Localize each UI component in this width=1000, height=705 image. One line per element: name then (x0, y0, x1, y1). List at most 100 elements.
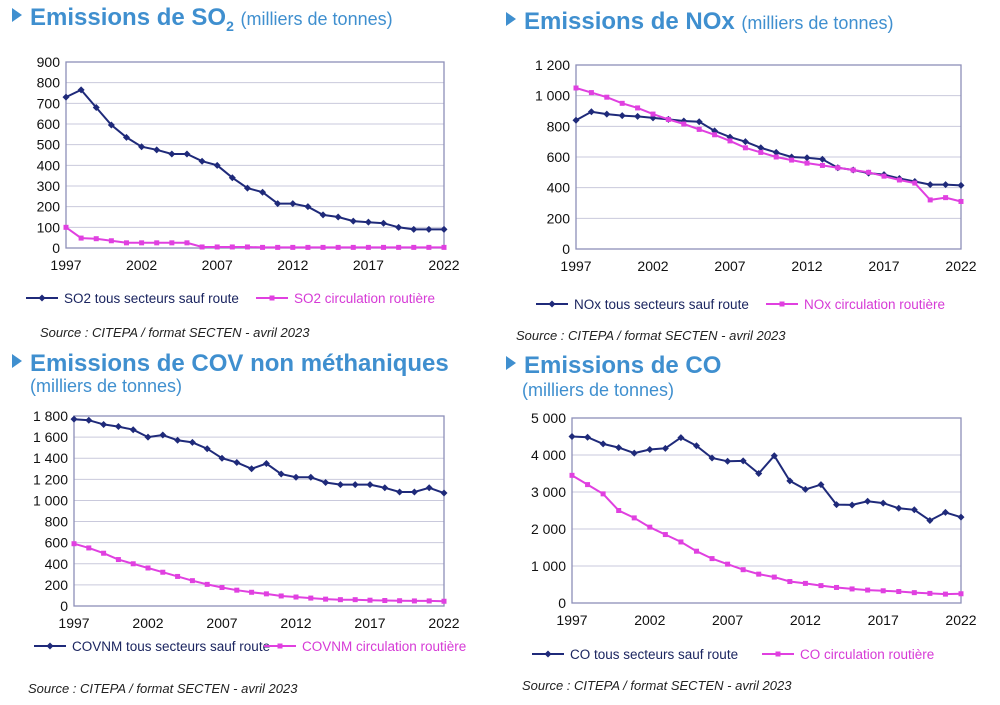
x-tick-label: 2017 (353, 257, 384, 273)
y-tick-label: 200 (37, 199, 61, 215)
source-note: Source : CITEPA / format SECTEN - avril … (516, 328, 786, 343)
data-point (647, 524, 653, 530)
data-point (396, 488, 404, 496)
data-point (440, 225, 448, 233)
data-point (440, 489, 448, 497)
data-point (289, 200, 297, 208)
data-point (818, 583, 824, 589)
y-tick-label: 0 (562, 241, 570, 257)
chart-so2: 0 100 200 300 400 500 600 700 800 900 1997 2002 2007… (26, 54, 460, 306)
x-tick-label: 1997 (556, 612, 587, 628)
data-point (153, 146, 161, 154)
data-point (599, 440, 607, 448)
data-point (63, 224, 69, 230)
data-point (587, 108, 595, 116)
y-tick-label: 400 (37, 157, 61, 173)
y-tick-label: 900 (37, 54, 61, 70)
data-point (364, 218, 372, 226)
legend-label: CO tous secteurs sauf route (570, 647, 738, 662)
data-point (758, 149, 764, 155)
data-point (334, 213, 342, 221)
x-tick-label: 2012 (790, 612, 821, 628)
x-tick-label: 2017 (868, 612, 899, 628)
data-point (600, 491, 606, 497)
x-tick-label: 2002 (634, 612, 665, 628)
data-point (108, 238, 114, 244)
data-point (380, 219, 388, 227)
data-point (101, 550, 107, 556)
data-point (615, 444, 623, 452)
y-tick-label: 600 (547, 149, 571, 165)
data-point (802, 580, 808, 586)
y-tick-label: 800 (45, 514, 69, 530)
panel-covnm: Emissions de COV non méthaniques (millie… (0, 350, 500, 705)
data-point (278, 593, 284, 599)
data-point (349, 217, 357, 225)
data-point (616, 508, 622, 513)
data-point (249, 589, 255, 595)
data-point (169, 240, 175, 246)
data-point (441, 598, 447, 604)
data-point (662, 532, 668, 538)
data-point (724, 457, 732, 465)
plot-frame (65, 61, 445, 249)
data-point (351, 481, 359, 489)
data-point (198, 157, 206, 165)
data-point (139, 240, 145, 246)
data-point (234, 587, 240, 593)
y-tick-label: 100 (37, 219, 61, 235)
data-point (833, 501, 841, 509)
data-point (881, 173, 887, 179)
series-line (571, 474, 962, 596)
legend-marker (544, 650, 552, 658)
y-tick-label: 600 (45, 535, 69, 551)
data-point (336, 481, 344, 489)
data-point (634, 112, 642, 120)
data-point (62, 93, 70, 101)
data-point (927, 197, 933, 203)
data-point (957, 513, 965, 521)
data-point (896, 177, 902, 183)
data-point (739, 457, 747, 465)
x-tick-label: 2007 (712, 612, 743, 628)
x-tick-label: 2002 (126, 257, 157, 273)
data-point (100, 420, 108, 428)
data-point (70, 415, 78, 423)
legend-marker (548, 300, 556, 308)
data-point (292, 473, 300, 481)
y-tick-label: 1 000 (535, 88, 570, 104)
data-point (910, 506, 918, 514)
data-point (159, 431, 167, 439)
legend-marker (269, 295, 275, 301)
chart-unit: (milliers de tonnes) (741, 13, 894, 33)
data-point (410, 488, 418, 496)
x-tick-label: 2007 (714, 258, 745, 274)
data-point (692, 442, 700, 450)
chart-title: Emissions de NOx (milliers de tonnes) (506, 8, 893, 36)
data-point (819, 162, 825, 168)
x-tick-label: 1997 (50, 257, 81, 273)
y-tick-label: 1 400 (33, 450, 68, 466)
data-point (365, 244, 371, 250)
data-point (262, 460, 270, 467)
y-tick-label: 200 (45, 577, 69, 593)
data-point (228, 174, 236, 182)
data-point (123, 240, 129, 246)
chart-title: Emissions de COV non méthaniques (12, 350, 449, 378)
series-line (65, 226, 444, 249)
data-point (337, 597, 343, 603)
legend-label: NOx circulation routière (804, 297, 945, 312)
x-tick-label: 2022 (945, 612, 976, 628)
data-point (848, 501, 856, 509)
x-tick-label: 2002 (132, 615, 163, 631)
triangle-bullet-icon (506, 12, 516, 26)
y-tick-label: 600 (37, 116, 61, 132)
data-point (425, 225, 433, 233)
chart-co: 0 1 000 2 000 3 000 4 000 5 000 1997 2002 2007 20… (531, 410, 977, 662)
legend-marker (46, 642, 54, 650)
data-point (411, 244, 417, 250)
data-point (323, 596, 329, 602)
data-point (912, 180, 918, 186)
x-tick-label: 2017 (354, 615, 385, 631)
x-tick-label: 2022 (428, 257, 459, 273)
